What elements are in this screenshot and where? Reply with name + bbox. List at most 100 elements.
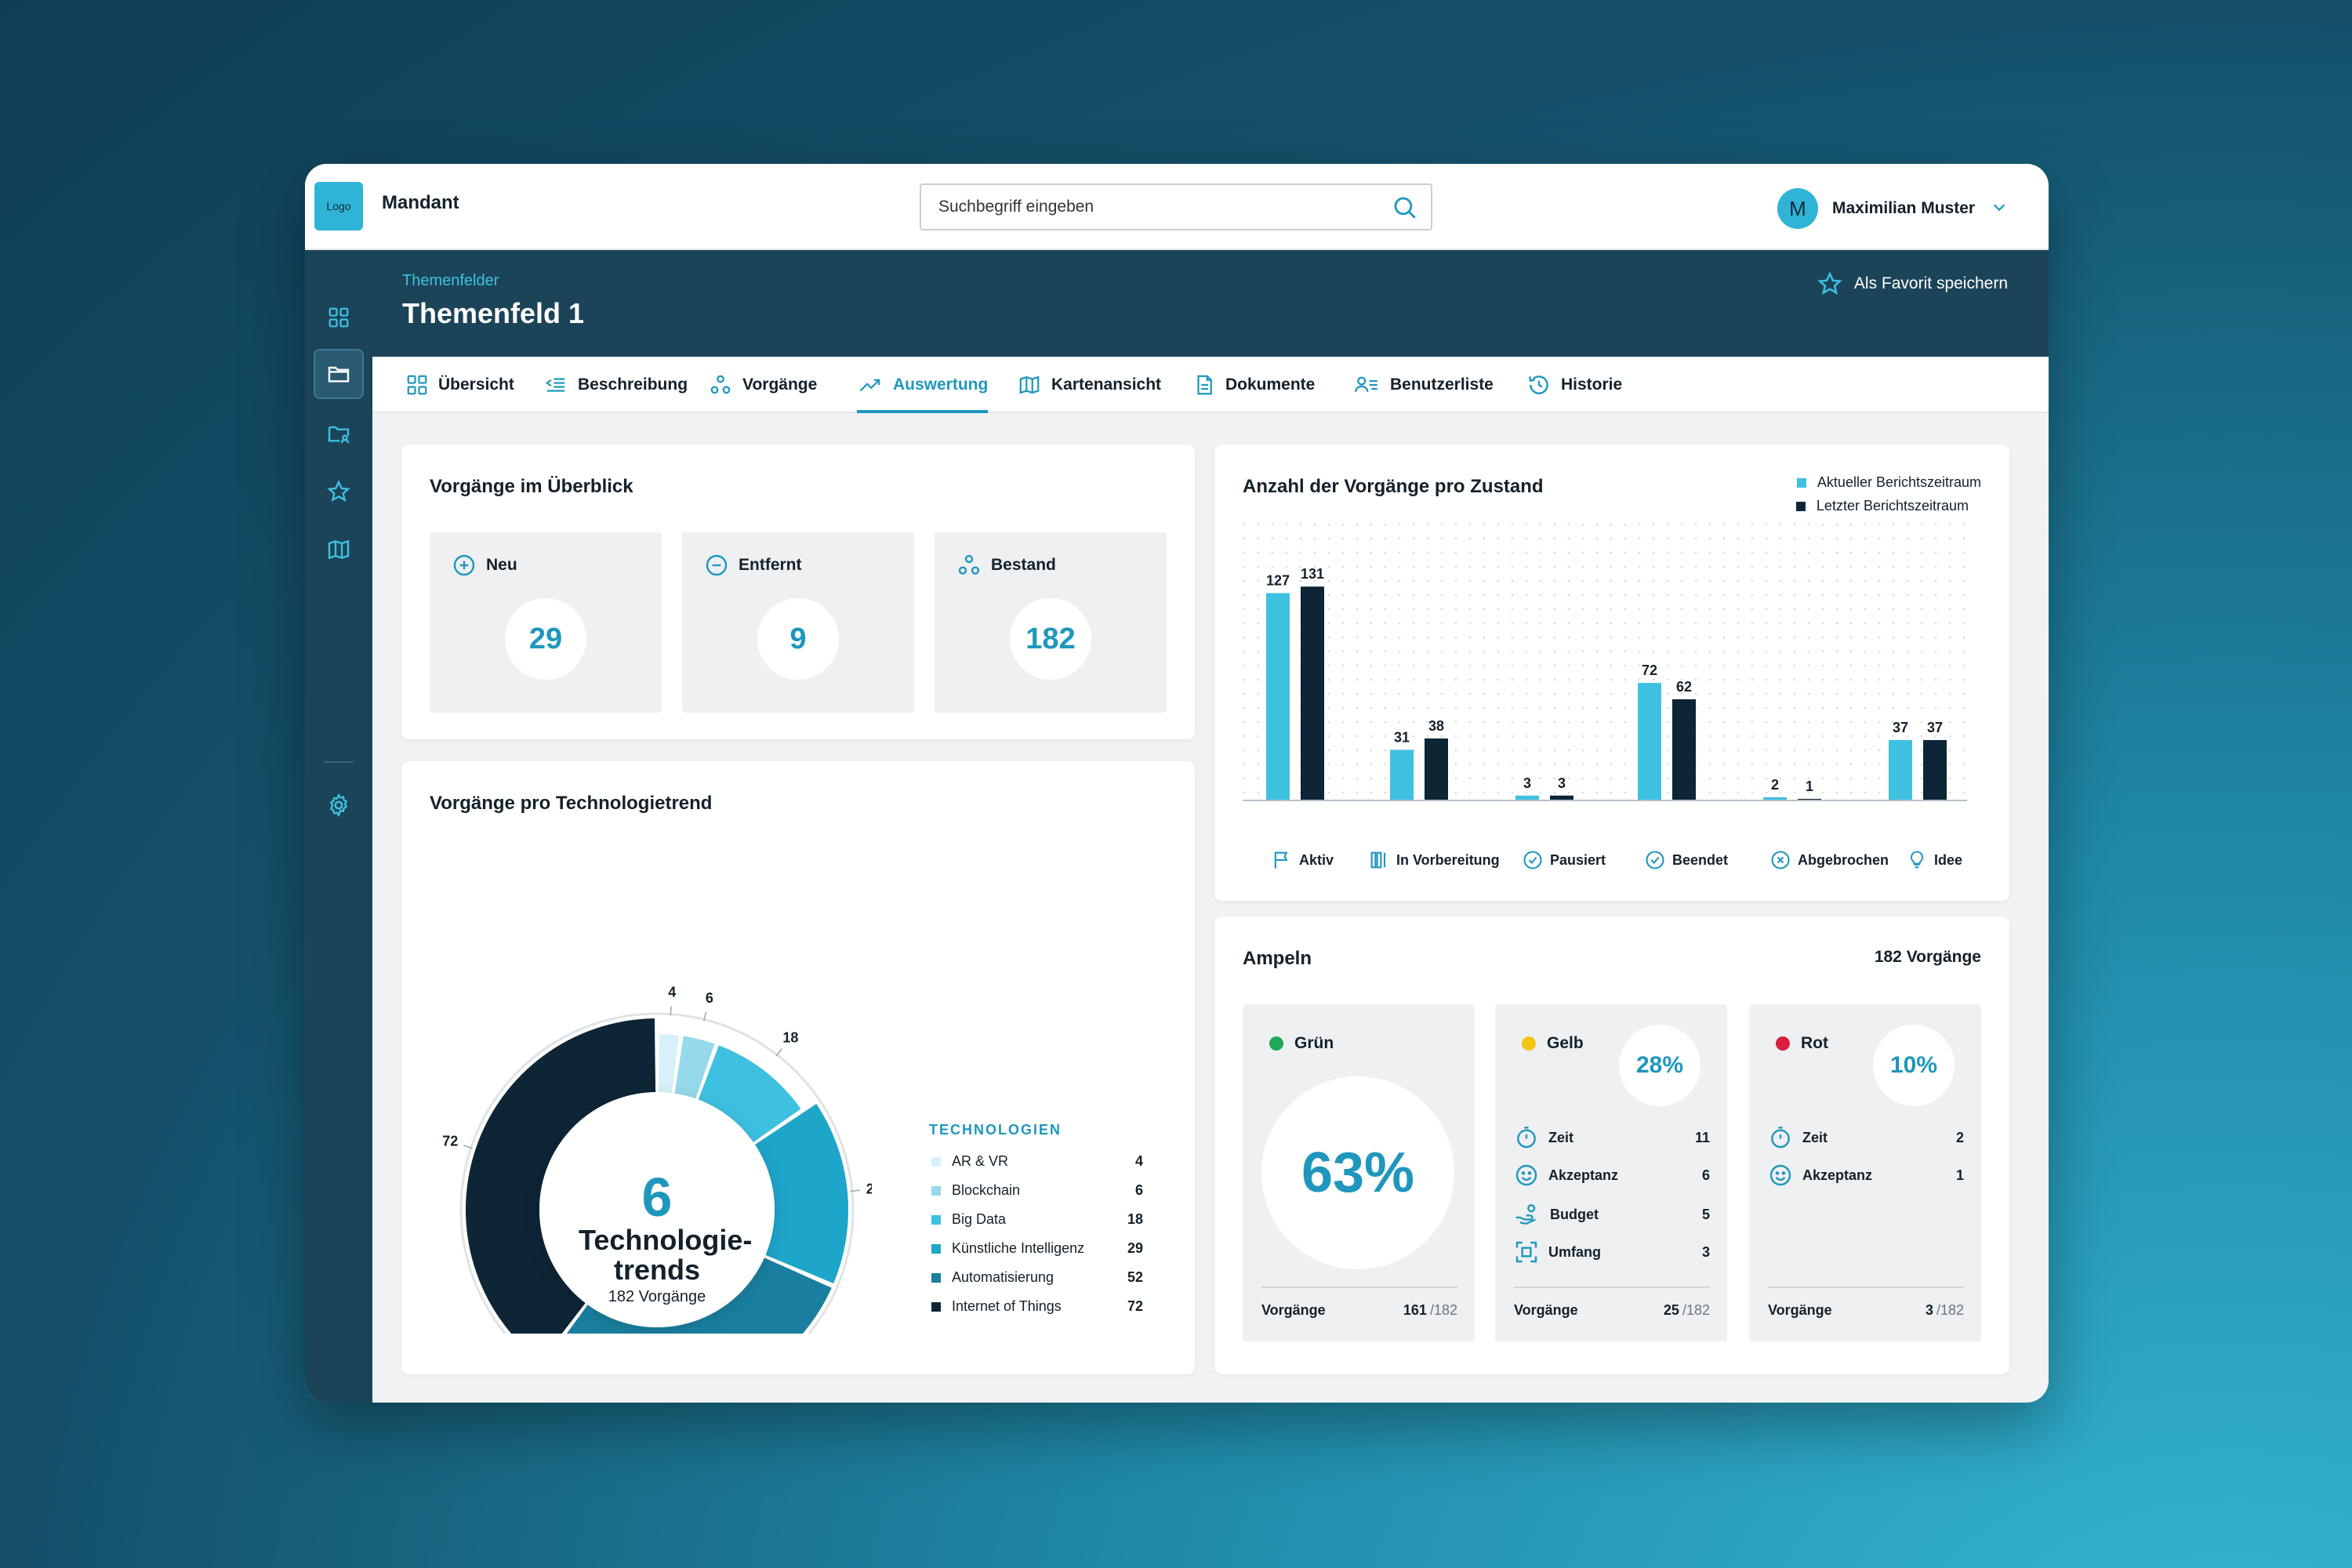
tab-label: Dokumente: [1225, 376, 1316, 394]
ampel-footer: Vorgänge 3 /182: [1768, 1287, 1964, 1319]
bar-value-label: 3: [1558, 775, 1566, 791]
sidebar-divider: [324, 761, 354, 763]
bar[interactable]: [1390, 750, 1414, 800]
smiley-icon: [1769, 1164, 1791, 1186]
donut-segment[interactable]: [698, 1045, 801, 1142]
tech-legend-row[interactable]: Blockchain 6: [931, 1182, 1143, 1199]
donut-segment[interactable]: [674, 1036, 715, 1099]
legend-current: Aktueller Berichtszeitraum: [1796, 474, 1981, 491]
tab-beschreibung[interactable]: Beschreibung: [543, 357, 688, 413]
legend-swatch: [1795, 501, 1806, 511]
donut-segment[interactable]: [466, 1018, 656, 1334]
tab-dokumente[interactable]: Dokumente: [1192, 357, 1315, 413]
favorite-button[interactable]: Als Favorit speichern: [1817, 270, 2008, 297]
user-name[interactable]: Maximilian Muster: [1832, 199, 1976, 217]
donut-chart: 4618295272: [442, 985, 872, 1334]
grid-icon: [328, 307, 349, 328]
ampel-footer: Vorgänge 25 /182: [1514, 1287, 1710, 1319]
bar[interactable]: [1515, 795, 1539, 800]
stat-removed[interactable]: Entfernt 9: [682, 532, 914, 713]
ampel-row-akzeptanz: Akzeptanz 6: [1514, 1163, 1710, 1188]
tech-legend-row[interactable]: Internet of Things 72: [931, 1298, 1143, 1315]
bar-value-label: 2: [1771, 777, 1779, 793]
tab-label: Vorgänge: [742, 376, 818, 394]
tab-vorgaenge[interactable]: Vorgänge: [708, 357, 817, 413]
donut-segment[interactable]: [754, 1103, 848, 1283]
sidebar-settings[interactable]: [314, 780, 364, 830]
donut-segment[interactable]: [658, 1034, 680, 1094]
folder-user-icon: [328, 426, 350, 444]
donut-leader-line: [463, 1145, 473, 1149]
bar-value-label: 62: [1676, 679, 1692, 695]
legend-label: Automatisierung: [952, 1269, 1054, 1285]
donut-leader-line: [702, 1011, 707, 1022]
card-title: Ampeln: [1243, 948, 1312, 969]
tech-legend-row[interactable]: Automatisierung 52: [931, 1269, 1143, 1286]
legend-value: 72: [1127, 1298, 1143, 1314]
bar[interactable]: [1550, 795, 1573, 800]
bar[interactable]: [1638, 683, 1661, 800]
search-input[interactable]: [938, 198, 1377, 216]
legend-swatch: [1796, 477, 1806, 488]
bar-value-label: 37: [1893, 720, 1908, 735]
bar[interactable]: [1301, 586, 1324, 800]
sidebar-user-folder[interactable]: [314, 408, 364, 459]
logo[interactable]: Logo: [314, 182, 363, 230]
tab-label: Benutzerliste: [1390, 376, 1494, 394]
tab-label: Historie: [1561, 376, 1623, 394]
plus-circle-icon: [453, 554, 475, 576]
bar[interactable]: [1889, 739, 1912, 800]
tech-legend-row[interactable]: Big Data 18: [931, 1211, 1143, 1228]
sidebar-favorites[interactable]: [314, 466, 364, 517]
ampel-green[interactable]: Grün 63% Vorgänge 161 /182: [1243, 1004, 1475, 1341]
legend-label: Künstliche Intelligenz: [952, 1240, 1085, 1256]
bar[interactable]: [1672, 699, 1696, 800]
minus-circle-icon: [706, 554, 728, 576]
sidebar-map[interactable]: [314, 524, 364, 575]
map-icon: [328, 539, 350, 560]
stat-new[interactable]: Neu 29: [430, 532, 662, 713]
row-label: Umfang: [1548, 1243, 1601, 1260]
chevron-down-icon[interactable]: [1991, 198, 2008, 220]
tab-historie[interactable]: Historie: [1526, 357, 1622, 413]
tech-legend-row[interactable]: Künstliche Intelligenz 29: [931, 1240, 1143, 1257]
center-sub: 182 Vorgänge: [608, 1288, 706, 1305]
sidebar-dashboard[interactable]: [314, 292, 364, 343]
stat-value: 29: [505, 598, 586, 680]
legend-previous: Letzter Berichtszeitraum: [1795, 498, 1969, 514]
tab-kartenansicht[interactable]: Kartenansicht: [1017, 357, 1161, 413]
legend-swatch: [931, 1185, 941, 1196]
legend-swatch: [931, 1156, 941, 1167]
tab-benutzerliste[interactable]: Benutzerliste: [1352, 357, 1494, 413]
stopwatch-icon: [1771, 1127, 1790, 1149]
legend-label: Big Data: [952, 1211, 1007, 1227]
x-category-label: Aktiv: [1299, 851, 1334, 868]
bar-value-label: 38: [1428, 718, 1444, 734]
tech-legend-row[interactable]: AR & VR 4: [931, 1153, 1143, 1170]
bar[interactable]: [1798, 798, 1821, 800]
search-box[interactable]: [920, 183, 1432, 230]
tab-uebersicht[interactable]: Übersicht: [405, 357, 514, 413]
bar[interactable]: [1425, 738, 1448, 800]
ampel-red[interactable]: Rot 10% Zeit 2 Akzeptanz 1 Vorgänge 3 /1…: [1749, 1004, 1981, 1341]
bar[interactable]: [1763, 797, 1787, 800]
x-category: Idee: [1906, 849, 1962, 871]
sidebar-folder[interactable]: [314, 349, 364, 399]
donut-segment[interactable]: [544, 1258, 832, 1334]
footer-count: 3: [1925, 1302, 1933, 1318]
search-icon[interactable]: [1392, 194, 1418, 225]
bar[interactable]: [1923, 739, 1947, 800]
row-label: Budget: [1550, 1206, 1599, 1222]
ampel-yellow[interactable]: Gelb 28% Zeit 11 Akzeptanz 6 Budget 5 Um…: [1495, 1004, 1727, 1341]
avatar[interactable]: M: [1777, 188, 1818, 229]
ampel-percent: 10%: [1873, 1025, 1955, 1106]
tab-auswertung[interactable]: Auswertung: [857, 357, 989, 413]
stat-header: Neu: [452, 553, 517, 578]
stat-stock[interactable]: Bestand 182: [935, 532, 1167, 713]
user-menu[interactable]: M Maximilian Muster: [1777, 188, 2008, 229]
bar-value-label: 131: [1301, 566, 1324, 582]
bar-value-label: 31: [1394, 729, 1410, 745]
breadcrumb[interactable]: Themenfelder: [402, 272, 499, 289]
ampel-row-budget: Budget 5: [1514, 1202, 1710, 1227]
bar[interactable]: [1266, 593, 1290, 800]
